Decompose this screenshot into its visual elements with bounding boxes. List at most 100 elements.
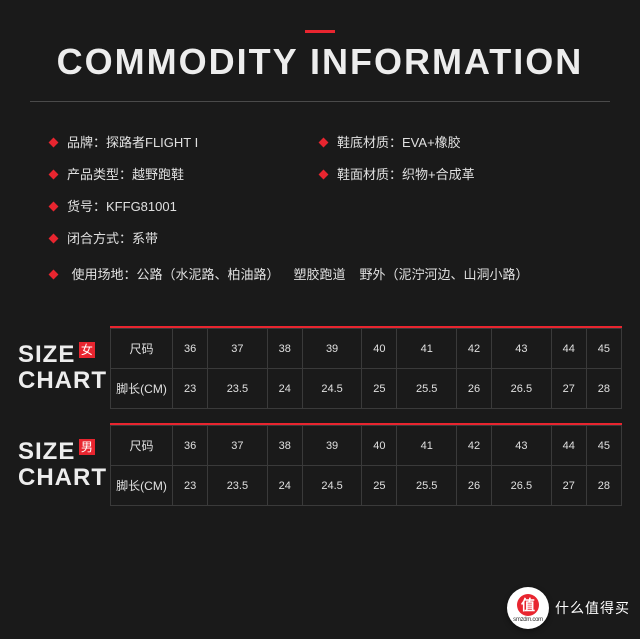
info-item: 产品类型：越野跑鞋: [50, 164, 320, 184]
header: COMMODITY INFORMATION: [0, 0, 640, 101]
info-value: 系带: [132, 231, 158, 246]
size-cell: 44: [551, 426, 586, 466]
watermark-text: 什么值得买: [555, 598, 630, 618]
gender-badge-male: 男: [79, 439, 95, 455]
info-label: 产品类型：: [67, 167, 132, 182]
diamond-icon: [49, 138, 59, 148]
size-table: 尺码36373839404142434445 脚长(CM)2323.52424.5…: [110, 425, 622, 506]
chart-label: SIZE女 CHART: [0, 326, 110, 409]
size-word: SIZE男: [18, 439, 110, 464]
page-title: COMMODITY INFORMATION: [0, 41, 640, 83]
length-cell: 25: [362, 369, 397, 409]
size-cell: 42: [456, 329, 491, 369]
size-cell: 39: [302, 426, 362, 466]
info-value: KFFG81001: [106, 199, 177, 214]
gender-badge-female: 女: [79, 342, 95, 358]
chart-table: 尺码36373839404142434445 脚长(CM)2323.52424.5…: [110, 423, 622, 506]
row-label: 脚长(CM): [111, 369, 173, 409]
size-cell: 40: [362, 426, 397, 466]
length-cell: 23.5: [208, 466, 268, 506]
length-cell: 27: [551, 369, 586, 409]
size-cell: 37: [208, 426, 268, 466]
size-chart-male: SIZE男 CHART 尺码36373839404142434445 脚长(CM)…: [0, 423, 640, 506]
diamond-icon: [319, 138, 329, 148]
watermark-char: 值: [517, 594, 539, 616]
size-chart-female: SIZE女 CHART 尺码36373839404142434445 脚长(CM)…: [0, 326, 640, 409]
size-cell: 40: [362, 329, 397, 369]
size-table: 尺码36373839404142434445 脚长(CM)2323.52424.5…: [110, 328, 622, 409]
length-cell: 26: [456, 466, 491, 506]
watermark-logo: 值 smzdm.com: [507, 587, 549, 629]
size-cell: 41: [397, 426, 457, 466]
size-cell: 36: [173, 426, 208, 466]
size-cell: 37: [208, 329, 268, 369]
size-cell: 45: [586, 426, 621, 466]
diamond-icon: [49, 270, 59, 280]
diamond-icon: [49, 234, 59, 244]
info-column-left: 品牌：探路者FLIGHT I 产品类型：越野跑鞋 货号：KFFG81001 闭合…: [50, 132, 320, 260]
diamond-icon: [319, 170, 329, 180]
length-cell: 24: [267, 466, 302, 506]
chart-word: CHART: [18, 368, 110, 393]
row-label: 尺码: [111, 329, 173, 369]
usage-item: 野外（泥泞河边、山洞小路）: [360, 267, 529, 282]
info-value: EVA+橡胶: [402, 135, 461, 150]
info-item: 闭合方式：系带: [50, 228, 320, 248]
row-label: 脚长(CM): [111, 466, 173, 506]
chart-table: 尺码36373839404142434445 脚长(CM)2323.52424.5…: [110, 326, 622, 409]
length-cell: 24: [267, 369, 302, 409]
size-cell: 45: [586, 329, 621, 369]
usage-item: 塑胶跑道: [293, 267, 345, 282]
accent-bar: [305, 30, 335, 33]
length-cell: 23: [173, 369, 208, 409]
chart-word: CHART: [18, 465, 110, 490]
diamond-icon: [49, 170, 59, 180]
info-item: 品牌：探路者FLIGHT I: [50, 132, 320, 152]
length-cell: 26: [456, 369, 491, 409]
size-cell: 39: [302, 329, 362, 369]
usage-item: 公路（水泥路、柏油路）: [136, 267, 279, 282]
watermark-sub: smzdm.com: [513, 617, 543, 623]
length-cell: 27: [551, 466, 586, 506]
info-label: 货号：: [67, 199, 106, 214]
info-value: 织物+合成革: [402, 167, 475, 182]
size-cell: 38: [267, 329, 302, 369]
size-cell: 41: [397, 329, 457, 369]
size-cell: 38: [267, 426, 302, 466]
usage-prefix: 使用场地：: [71, 267, 136, 282]
chart-label: SIZE男 CHART: [0, 423, 110, 506]
length-cell: 26.5: [492, 466, 552, 506]
length-cell: 23.5: [208, 369, 268, 409]
size-cell: 42: [456, 426, 491, 466]
info-label: 鞋底材质：: [337, 135, 402, 150]
length-cell: 24.5: [302, 466, 362, 506]
info-label: 闭合方式：: [67, 231, 132, 246]
length-cell: 25.5: [397, 466, 457, 506]
length-cell: 25: [362, 466, 397, 506]
info-label: 品牌：: [67, 135, 106, 150]
info-value: 越野跑鞋: [132, 167, 184, 182]
row-label: 尺码: [111, 426, 173, 466]
size-cell: 44: [551, 329, 586, 369]
length-cell: 24.5: [302, 369, 362, 409]
length-cell: 28: [586, 466, 621, 506]
size-cell: 43: [492, 329, 552, 369]
size-word: SIZE女: [18, 342, 110, 367]
info-column-right: 鞋底材质：EVA+橡胶 鞋面材质：织物+合成革: [320, 132, 590, 196]
divider-line: [30, 101, 610, 102]
size-cell: 43: [492, 426, 552, 466]
length-cell: 25.5: [397, 369, 457, 409]
info-value: 探路者FLIGHT I: [106, 135, 198, 150]
info-label: 鞋面材质：: [337, 167, 402, 182]
info-item: 鞋面材质：织物+合成革: [320, 164, 590, 184]
info-item: 鞋底材质：EVA+橡胶: [320, 132, 590, 152]
length-cell: 26.5: [492, 369, 552, 409]
size-cell: 36: [173, 329, 208, 369]
size-chart-section: SIZE女 CHART 尺码36373839404142434445脚长(CM)…: [0, 326, 640, 506]
usage-row: 使用场地：公路（水泥路、柏油路） 塑胶跑道野外（泥泞河边、山洞小路）: [50, 260, 590, 284]
info-section: 品牌：探路者FLIGHT I 产品类型：越野跑鞋 货号：KFFG81001 闭合…: [0, 132, 640, 304]
length-cell: 23: [173, 466, 208, 506]
info-item: 货号：KFFG81001: [50, 196, 320, 216]
diamond-icon: [49, 202, 59, 212]
length-cell: 28: [586, 369, 621, 409]
